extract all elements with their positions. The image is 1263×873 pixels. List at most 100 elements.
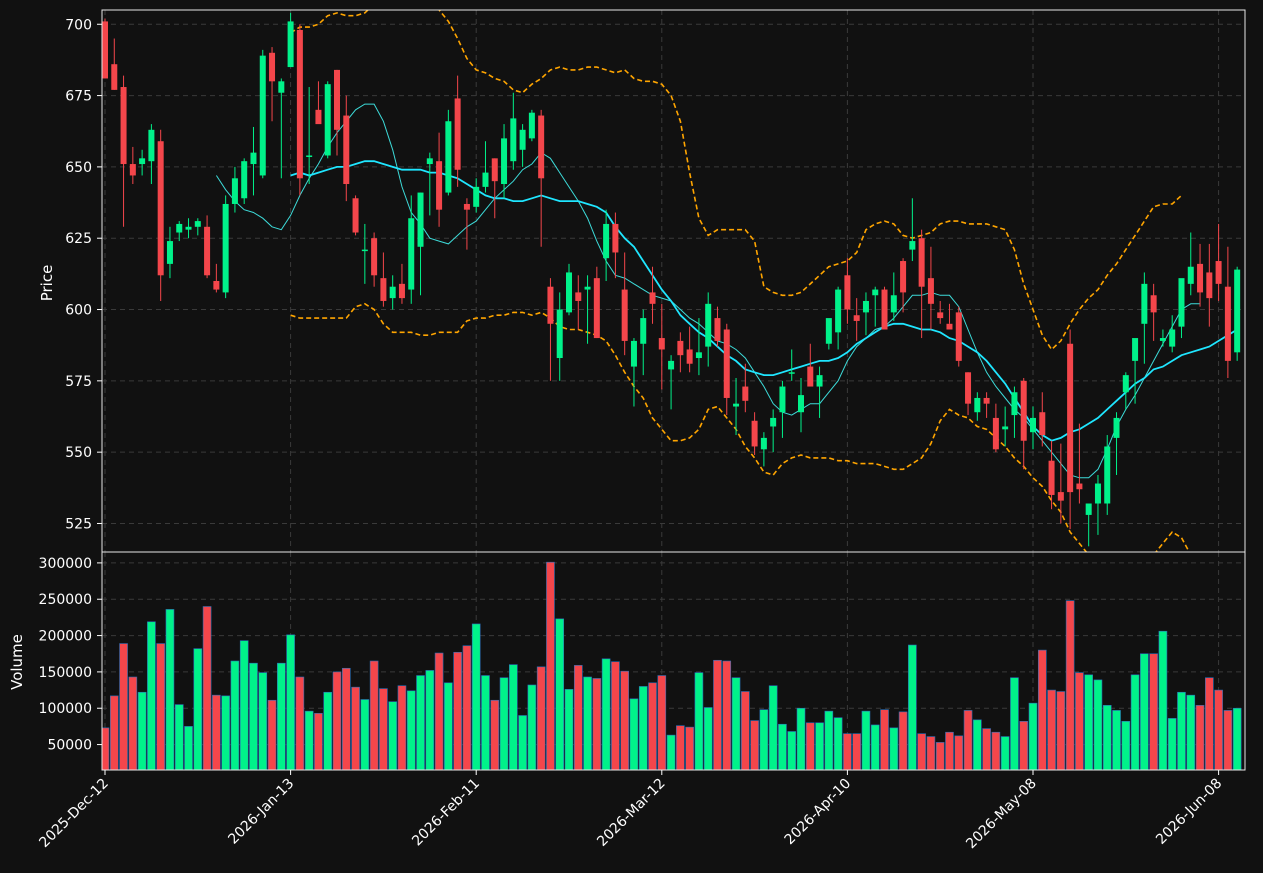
price-tick-label: 675 <box>65 89 92 105</box>
candle-body <box>129 164 136 176</box>
candle-body <box>102 21 108 79</box>
volume-panel-frame <box>101 551 1246 771</box>
candle-body <box>380 278 387 301</box>
x-tick-label: 2026-Jun-08 <box>1153 776 1225 848</box>
volume-bar <box>991 731 1001 770</box>
volume-tick-label: 300000 <box>39 556 92 572</box>
volume-bar <box>815 722 824 770</box>
candle-body <box>770 417 777 427</box>
volume-bar <box>239 640 249 770</box>
candle-body <box>779 386 786 413</box>
volume-bar <box>165 609 175 770</box>
volume-bar <box>1149 653 1158 770</box>
candle-body <box>992 417 999 450</box>
volume-bar <box>1047 689 1056 770</box>
candle-body <box>408 218 415 290</box>
candle-body <box>937 312 944 319</box>
candle-body <box>1057 492 1064 501</box>
candle-body <box>603 223 610 259</box>
volume-bar <box>1084 674 1093 770</box>
volume-bar <box>193 648 203 770</box>
candle-body <box>1085 503 1092 515</box>
volume-bar <box>267 699 277 770</box>
ma-slow-line <box>290 160 1238 442</box>
candle-body <box>890 295 897 313</box>
volume-bar <box>796 707 806 770</box>
volume-bar <box>1140 653 1149 770</box>
candle-body <box>343 115 350 185</box>
volume-bar <box>546 561 555 770</box>
volume-bar <box>713 659 722 770</box>
price-axis-label: Price <box>38 265 56 302</box>
candle-body <box>807 366 814 387</box>
volume-bar <box>731 677 741 770</box>
candle-body <box>204 226 211 276</box>
candle-body <box>649 292 656 304</box>
candle-body <box>501 138 508 185</box>
candle-body <box>612 223 619 253</box>
candle-body <box>825 318 832 344</box>
volume-bar <box>833 717 843 770</box>
volume-bar <box>908 644 917 770</box>
volume-bar <box>1158 630 1168 770</box>
volume-bar <box>509 664 518 770</box>
volume-bar <box>147 621 156 770</box>
candle-body <box>1076 483 1083 490</box>
volume-bar <box>648 682 657 770</box>
volume-bar <box>304 710 314 770</box>
x-tick-label: 2026-Apr-10 <box>782 776 855 849</box>
volume-bar <box>611 661 620 770</box>
volume-bar <box>249 662 258 770</box>
volume-bar <box>573 665 583 770</box>
volume-bar <box>1075 672 1084 770</box>
volume-bar <box>462 645 472 770</box>
volume-bar <box>768 685 778 770</box>
volume-bar <box>601 658 611 770</box>
candle-body <box>946 323 953 330</box>
volume-bar <box>852 733 861 770</box>
candle-body <box>760 437 767 450</box>
volume-tick-label: 100000 <box>39 701 92 717</box>
candle-body <box>250 152 257 165</box>
candle-body <box>1122 375 1129 393</box>
volume-bar <box>759 709 769 770</box>
volume-bar <box>1019 721 1029 770</box>
volume-bar <box>898 711 908 770</box>
volume-bar <box>638 686 648 770</box>
volume-bar <box>102 727 110 770</box>
volume-bar <box>527 684 537 770</box>
volume-bar <box>490 699 500 770</box>
volume-bar <box>1000 736 1010 770</box>
candle-body <box>816 375 823 387</box>
candle-body <box>547 286 554 324</box>
candle-body <box>463 203 470 210</box>
volume-bar <box>889 727 899 770</box>
volume-bar <box>174 704 184 770</box>
candle-body <box>491 158 498 182</box>
candle-body <box>213 281 220 290</box>
candle-body <box>445 121 452 193</box>
volume-bar <box>824 710 834 770</box>
candle-body <box>454 98 461 170</box>
volume-bar <box>722 660 732 770</box>
candle-body <box>1150 295 1157 313</box>
volume-bar <box>323 691 333 770</box>
candle-body <box>436 161 443 210</box>
x-tick-label: 2026-Jan-13 <box>225 776 297 848</box>
volume-bar <box>332 671 342 770</box>
candle-body <box>1159 338 1166 341</box>
candle-body <box>111 64 118 90</box>
volume-bar <box>1186 694 1196 770</box>
candle-body <box>371 238 378 276</box>
volume-bar <box>963 710 973 770</box>
candle-body <box>1067 343 1074 493</box>
volume-bar <box>1223 710 1233 770</box>
volume-bar <box>1028 702 1038 770</box>
candle-body <box>974 397 981 413</box>
candle-body <box>881 289 888 330</box>
volume-bar <box>406 690 416 770</box>
candle-body <box>194 221 201 227</box>
candle-body <box>844 275 851 310</box>
volume-bar <box>926 736 936 770</box>
